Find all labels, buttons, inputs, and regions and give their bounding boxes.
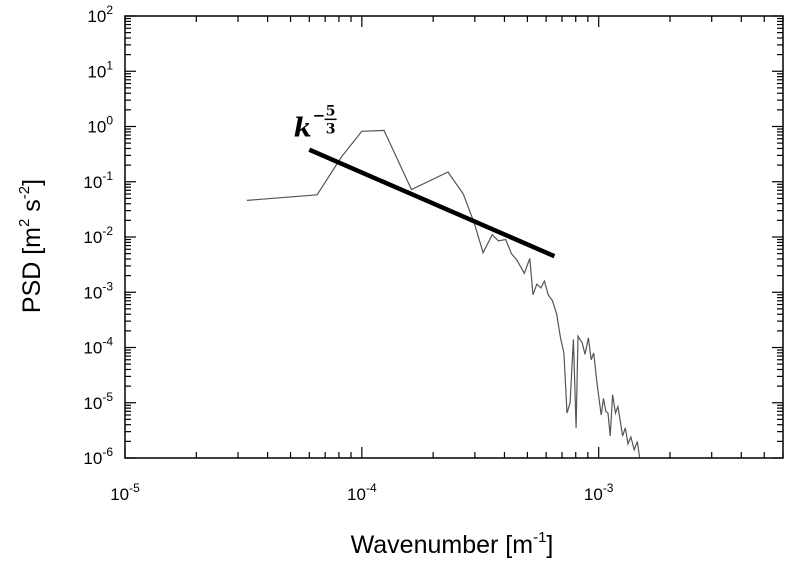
annotation-k: k <box>294 113 312 143</box>
y-tick-label: 100 <box>87 114 113 137</box>
psd-series-line <box>246 129 641 459</box>
axis-ticks: 10-5 10-4 10-3 102 101 100 10-1 10-2 10-3 10-4 10-… <box>83 3 784 504</box>
x-axis-label: Wavenumber [m-1] <box>351 529 554 559</box>
y-tick-label: 10-3 <box>83 279 113 302</box>
x-tick-label: 10-4 <box>347 481 377 504</box>
y-tick-label: 10-4 <box>83 335 113 358</box>
slope-annotation: k − 5 3 <box>294 103 337 143</box>
y-axis-label: PSD [m2 s-2] <box>16 179 46 313</box>
y-tick-label: 10-5 <box>83 390 113 413</box>
y-tick-label: 101 <box>87 58 113 81</box>
annotation-numerator: 5 <box>326 103 336 119</box>
x-tick-label: 10-3 <box>584 481 614 504</box>
x-tick-label: 10-5 <box>110 481 140 504</box>
y-tick-label: 10-6 <box>83 445 113 468</box>
plot-frame <box>124 15 784 459</box>
annotation-denominator: 3 <box>326 121 336 137</box>
y-tick-label: 10-1 <box>83 169 113 192</box>
y-tick-label: 10-2 <box>83 224 113 247</box>
y-tick-label: 102 <box>87 3 113 26</box>
k-minus-five-thirds-reference-line <box>308 147 556 259</box>
annotation-minus: − <box>313 106 326 124</box>
